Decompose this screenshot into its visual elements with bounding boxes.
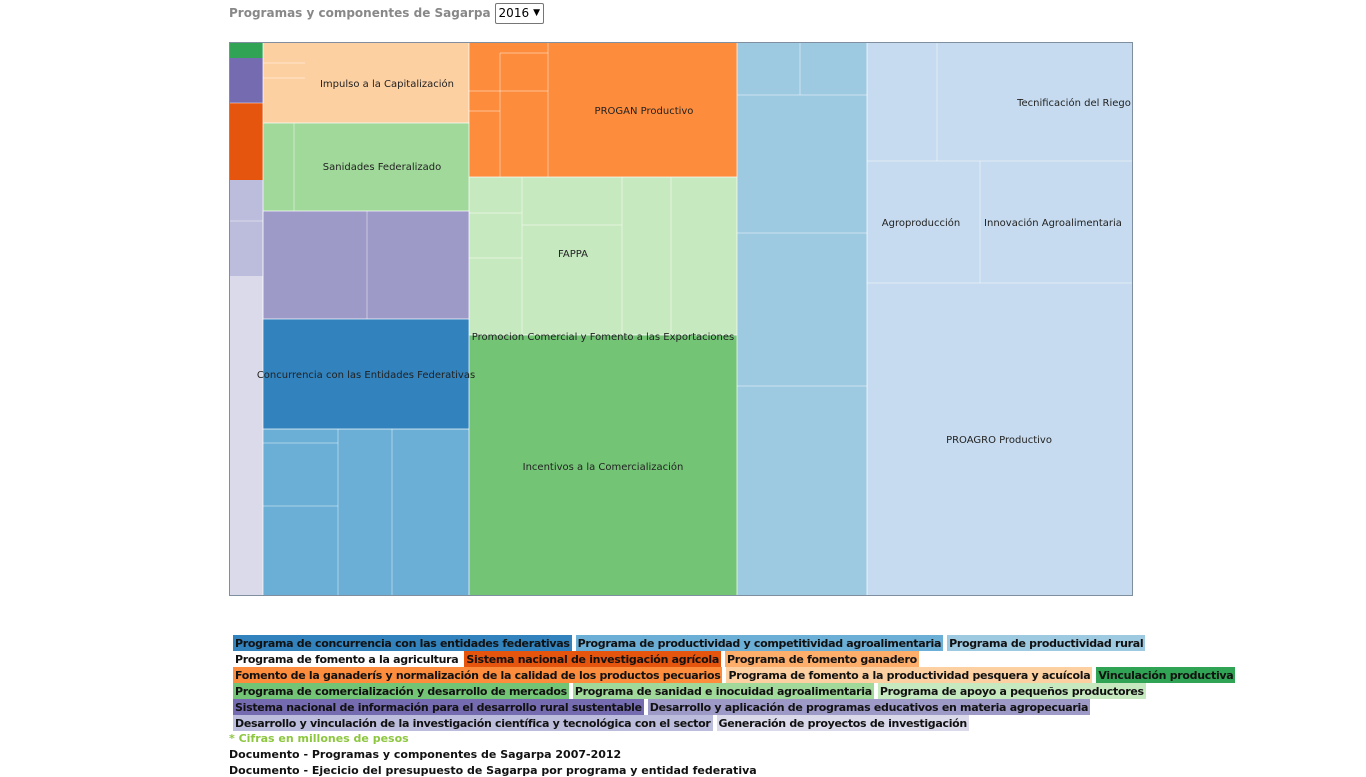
block-educativos[interactable] <box>263 211 469 319</box>
block-impulso-capitalizacion[interactable] <box>263 43 469 123</box>
treemap-svg: Impulso a la Capitalización Sanidades Fed… <box>230 43 1132 595</box>
page-title: Programas y componentes de Sagarpa <box>229 6 491 20</box>
legend-item-pequenos-productores[interactable]: Programa de apoyo a pequeños productores <box>877 683 1146 699</box>
legend-item-productividad-competitividad[interactable]: Programa de productividad y competitivid… <box>575 635 944 651</box>
label-innovacion-agroalimentaria: Innovación Agroalimentaria <box>984 217 1122 229</box>
block-productividad-rural[interactable] <box>737 43 867 595</box>
legend: Programa de concurrencia con las entidad… <box>233 635 1236 731</box>
block-vinculacion[interactable] <box>230 43 263 58</box>
legend-item-vinculacion[interactable]: Vinculación productiva <box>1096 667 1236 683</box>
legend-item-generacion-proyectos[interactable]: Generación de proyectos de investigación <box>716 715 969 731</box>
legend-item-investigacion-cientifica[interactable]: Desarrollo y vinculación de la investiga… <box>233 715 713 731</box>
label-promocion-comercial: Promocion Comercial y Fomento a las Expo… <box>472 332 735 343</box>
legend-row: Programa de fomento a la agricultura Sis… <box>233 651 1233 667</box>
year-select-value: 2016 <box>498 6 530 20</box>
legend-item-investigacion-agricola[interactable]: Sistema nacional de investigación agríco… <box>464 651 721 667</box>
legend-item-pesquera-acuicola[interactable]: Programa de fomento a la productividad p… <box>726 667 1093 683</box>
legend-row: Desarrollo y vinculación de la investiga… <box>233 715 1233 731</box>
document-link-presupuesto[interactable]: Documento - Ejecicio del presupuesto de … <box>229 764 757 777</box>
legend-item-productividad-rural[interactable]: Programa de productividad rural <box>947 635 1146 651</box>
legend-row: Programa de comercialización y desarroll… <box>233 683 1233 699</box>
legend-item-fomento-agricultura[interactable]: Programa de fomento a la agricultura <box>233 651 461 667</box>
label-progan-productivo: PROGAN Productivo <box>595 106 694 117</box>
legend-item-concurrencia[interactable]: Programa de concurrencia con las entidad… <box>233 635 572 651</box>
label-proagro-productivo: PROAGRO Productivo <box>946 435 1052 446</box>
block-incentivos-comercializacion[interactable] <box>469 335 737 595</box>
label-tecnificacion-riego: Tecnificación del Riego <box>1016 97 1131 109</box>
block-investigacion-agricola[interactable] <box>230 103 263 183</box>
block-sanidades-federalizado[interactable] <box>263 123 469 211</box>
label-incentivos-comercializacion: Incentivos a la Comercialización <box>523 461 684 473</box>
block-investigacion-cientifica[interactable] <box>230 180 263 276</box>
document-link-programas[interactable]: Documento - Programas y componentes de S… <box>229 748 622 761</box>
label-concurrencia: Concurrencia con las Entidades Federativ… <box>257 370 475 381</box>
legend-item-educativos[interactable]: Desarrollo y aplicación de programas edu… <box>647 699 1091 715</box>
legend-item-comercializacion[interactable]: Programa de comercialización y desarroll… <box>233 683 569 699</box>
block-concurrencia[interactable] <box>263 319 469 429</box>
label-impulso-capitalizacion: Impulso a la Capitalización <box>320 78 454 90</box>
treemap: Impulso a la Capitalización Sanidades Fed… <box>229 42 1133 596</box>
legend-item-sanidad[interactable]: Programa de sanidad e inocuidad agroalim… <box>572 683 874 699</box>
legend-item-fomento-ganadero[interactable]: Programa de fomento ganadero <box>725 651 919 667</box>
block-fomento-agricultura[interactable] <box>867 43 1132 595</box>
legend-row: Sistema nacional de información para el … <box>233 699 1233 715</box>
block-productividad-competitividad[interactable] <box>263 429 469 595</box>
block-sistema-informacion[interactable] <box>230 58 263 103</box>
block-progan-productivo[interactable] <box>469 43 737 177</box>
chevron-down-icon: ▼ <box>533 8 541 18</box>
legend-row: Fomento de la ganaderís y normalización … <box>233 667 1236 683</box>
legend-row: Programa de concurrencia con las entidad… <box>233 635 1233 651</box>
label-fappa: FAPPA <box>558 249 588 260</box>
millions-note: * Cifras en millones de pesos <box>229 732 409 745</box>
year-select[interactable]: 2016 ▼ <box>494 2 545 24</box>
label-agroproduccion: Agroproducción <box>882 217 960 229</box>
label-sanidades-federalizado: Sanidades Federalizado <box>323 162 441 173</box>
legend-item-sistema-informacion[interactable]: Sistema nacional de información para el … <box>233 699 644 715</box>
block-fappa[interactable] <box>469 177 737 335</box>
legend-item-ganaderia-pecuarios[interactable]: Fomento de la ganaderís y normalización … <box>233 667 723 683</box>
block-generacion-proyectos[interactable] <box>230 276 263 595</box>
header: Programas y componentes de Sagarpa 2016 … <box>229 2 545 24</box>
